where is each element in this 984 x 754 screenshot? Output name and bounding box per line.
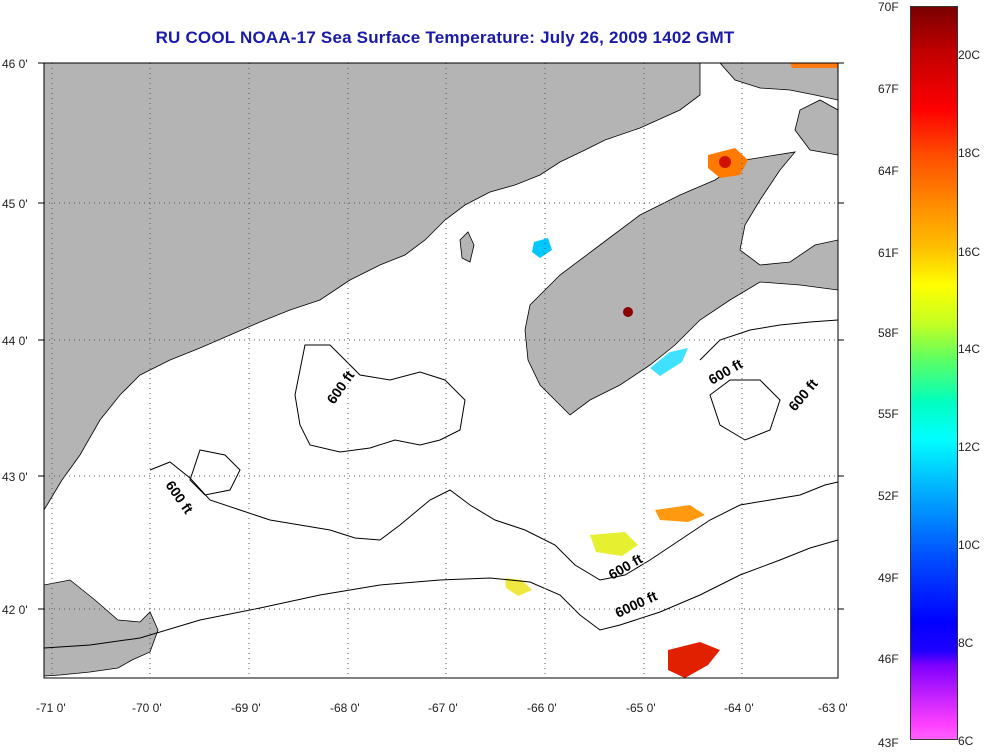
sst-patch-north-corner (790, 63, 838, 68)
lat-label-45: 45 0' (2, 197, 28, 211)
colorbar-c-8: 8C (958, 636, 974, 650)
contour-600ft-gulf-west (149, 461, 838, 581)
colorbar-f-52: 52F (878, 489, 899, 503)
colorbar-c-16: 16C (958, 245, 981, 259)
contour-600ft-gulf-inner (294, 344, 466, 453)
lon-label-63: -63 0' (818, 701, 848, 715)
colorbar-f-49: 49F (878, 571, 899, 585)
contour-600ft-nova-scotia (699, 319, 838, 361)
sst-patch-georges-south (505, 578, 532, 596)
contour-600ft-bank (709, 379, 781, 441)
land-cape-cod (44, 579, 159, 677)
sst-patch-inland (623, 307, 633, 317)
lat-label-43: 43 0' (2, 470, 28, 484)
colorbar-f-64: 64F (878, 164, 899, 178)
temperature-colorbar (910, 6, 958, 740)
colorbar-c-10: 10C (958, 538, 981, 552)
colorbar-c-18: 18C (958, 146, 981, 160)
land-north-shore (719, 63, 838, 101)
colorbar-c-6: 6C (958, 734, 974, 748)
lon-label-64: -64 0' (724, 701, 754, 715)
colorbar-c-20: 20C (958, 48, 981, 62)
lat-label-44: 44 0' (2, 334, 28, 348)
land-cape-breton (794, 99, 838, 156)
sst-patch-southwest-ns (650, 348, 688, 376)
lon-label-67: -67 0' (428, 701, 458, 715)
colorbar-f-46: 46F (878, 652, 899, 666)
colorbar-f-58: 58F (878, 326, 899, 340)
colorbar-f-61: 61F (878, 246, 899, 260)
sst-patch-georges-east (655, 505, 705, 522)
lon-label-69: -69 0' (231, 701, 261, 715)
lon-label-68: -68 0' (330, 701, 360, 715)
land-maine-new-brunswick (44, 63, 701, 511)
lat-ticks (38, 62, 844, 610)
lon-label-66: -66 0' (527, 701, 557, 715)
lon-label-70: -70 0' (132, 701, 162, 715)
colorbar-f-43: 43F (878, 736, 899, 750)
sst-patch-bay-of-fundy (532, 238, 552, 258)
colorbar-c-14: 14C (958, 342, 981, 356)
sst-patch-shelf-south (668, 642, 720, 678)
sst-patch-minas-hot (719, 156, 731, 168)
colorbar-f-67: 67F (878, 82, 899, 96)
map-frame (43, 62, 839, 679)
lon-label-65: -65 0' (626, 701, 656, 715)
sst-patch-georges-center (590, 532, 638, 556)
land-grand-manan (459, 231, 475, 263)
land-nova-scotia (524, 151, 838, 416)
lat-label-46: 46 0' (2, 57, 28, 71)
colorbar-c-12: 12C (958, 440, 981, 454)
contour-600ft-gulf-small (189, 449, 241, 496)
colorbar-f-70: 70F (878, 0, 899, 14)
colorbar-f-55: 55F (878, 407, 899, 421)
lon-label-71: -71 0' (36, 701, 66, 715)
map-title: RU COOL NOAA-17 Sea Surface Temperature:… (155, 28, 735, 47)
lat-label-42: 42 0' (2, 603, 28, 617)
